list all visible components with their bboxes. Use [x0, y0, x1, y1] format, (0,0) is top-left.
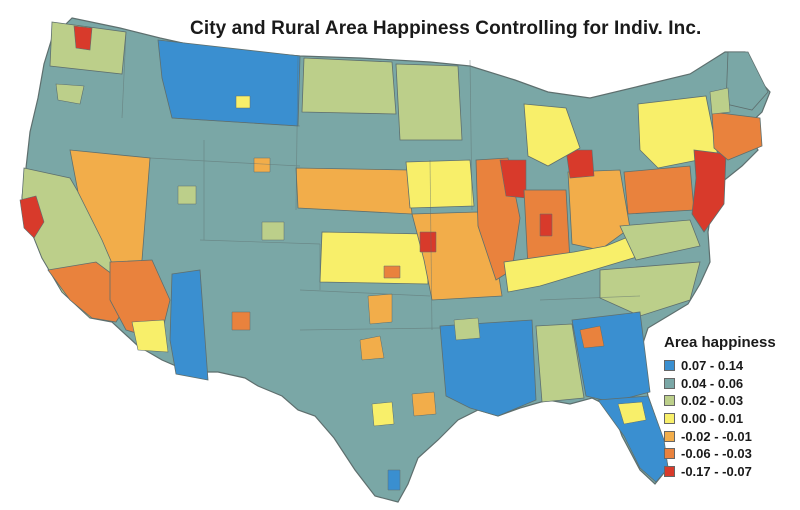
- legend-label: 0.07 - 0.14: [681, 358, 744, 374]
- texas-austin: [371, 401, 395, 427]
- map-title: City and Rural Area Happiness Controllin…: [190, 18, 702, 39]
- map-legend: Area happiness 0.07 - 0.14 0.04 - 0.06 0…: [664, 334, 796, 480]
- legend-label: -0.02 - -0.01: [681, 428, 752, 444]
- texas-rio: [387, 469, 401, 491]
- carolinas: [599, 261, 701, 317]
- texas-houston: [411, 391, 437, 417]
- florida-yellow: [617, 401, 647, 425]
- iowa: [405, 159, 475, 209]
- seattle-area: [73, 25, 93, 51]
- legend-label: 0.04 - 0.06: [681, 375, 744, 391]
- mississippi-louisiana: [439, 319, 537, 417]
- legend-item: 0.07 - 0.14: [664, 357, 796, 375]
- colorado-patch: [261, 221, 285, 241]
- legend-item: -0.06 - -0.03: [664, 445, 796, 463]
- legend-label: 0.00 - 0.01: [681, 411, 744, 427]
- detroit-cleveland: [565, 149, 595, 179]
- ohio: [567, 169, 631, 251]
- legend-item: 0.00 - 0.01: [664, 410, 796, 428]
- montana: [157, 39, 301, 127]
- kc-area: [419, 231, 437, 253]
- arizona-strip: [169, 269, 209, 381]
- texas-dallas: [359, 335, 385, 361]
- nebraska: [295, 167, 413, 215]
- indianapolis: [539, 213, 553, 237]
- legend-label: 0.02 - 0.03: [681, 393, 744, 409]
- legend-swatch: [664, 395, 675, 407]
- legend-swatch: [664, 360, 675, 372]
- utah-patch: [177, 185, 197, 205]
- nyc-corridor: [691, 149, 727, 233]
- legend-item: -0.02 - -0.01: [664, 427, 796, 445]
- pennsylvania: [623, 165, 695, 215]
- atlanta: [579, 325, 605, 349]
- new-mexico-patch: [231, 311, 251, 331]
- legend-item: 0.04 - 0.06: [664, 375, 796, 393]
- legend-label: -0.06 - -0.03: [681, 446, 752, 462]
- legend-item: -0.17 - -0.07: [664, 463, 796, 481]
- michigan: [523, 103, 581, 167]
- oregon-patch: [55, 83, 85, 105]
- bay-area: [19, 195, 45, 239]
- arkansas-patch: [453, 317, 481, 341]
- minnesota: [395, 63, 463, 141]
- state-boundaries: [121, 31, 641, 331]
- legend-title: Area happiness: [664, 334, 776, 351]
- vermont-nh: [709, 87, 731, 115]
- kansas-orange: [383, 265, 401, 279]
- legend-swatch: [664, 465, 675, 477]
- legend-swatch: [664, 413, 675, 425]
- montana-city: [235, 95, 251, 109]
- arizona-south-block: [131, 319, 169, 353]
- kansas: [319, 231, 429, 285]
- florida: [597, 395, 669, 483]
- legend-swatch: [664, 448, 675, 460]
- alabama: [535, 323, 585, 403]
- legend-label: -0.17 - -0.07: [681, 463, 752, 479]
- legend-item: 0.02 - 0.03: [664, 392, 796, 410]
- legend-swatch: [664, 430, 675, 442]
- legend-swatch: [664, 377, 675, 389]
- wyoming-patch: [253, 157, 271, 173]
- north-dakota: [301, 57, 397, 115]
- virginia: [619, 219, 701, 261]
- new-england: [711, 111, 763, 161]
- oklahoma-orange: [367, 293, 393, 325]
- new-york: [637, 95, 719, 169]
